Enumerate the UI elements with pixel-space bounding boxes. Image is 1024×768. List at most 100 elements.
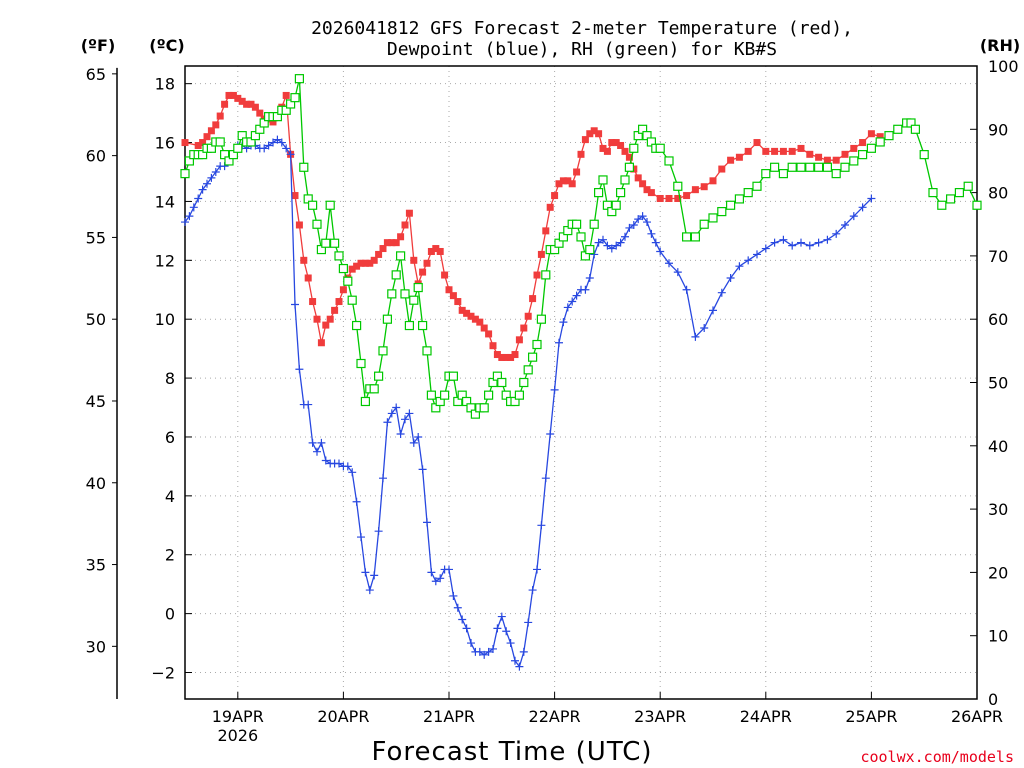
temperature-point <box>797 144 805 152</box>
rh-point <box>400 289 410 299</box>
dewpoint-point <box>453 603 462 612</box>
fahrenheit-tick-label: 65 <box>86 65 106 84</box>
temperature-point <box>718 165 726 173</box>
x-tick-label: 19APR <box>212 707 264 726</box>
rh-point <box>527 352 538 362</box>
dewpoint-point <box>348 468 357 477</box>
rh-point <box>387 289 397 299</box>
dewpoint-point <box>436 574 445 583</box>
temperature-point <box>339 286 347 294</box>
rh-point <box>849 156 859 166</box>
rh-point <box>611 200 621 210</box>
celsius-tick-label: −2 <box>151 664 175 683</box>
rh-tick-label: 70 <box>988 247 1008 266</box>
temperature-point <box>441 271 449 279</box>
rh-point <box>497 377 507 388</box>
rh-point <box>690 232 701 242</box>
temperature-point <box>806 150 814 158</box>
fahrenheit-tick-label: 50 <box>86 310 106 329</box>
x-tick-label: 25APR <box>845 707 897 726</box>
dewpoint-point <box>458 615 467 624</box>
dewpoint-point <box>308 438 317 447</box>
rh-point <box>787 162 797 172</box>
temperature-point <box>282 91 290 99</box>
rh-point <box>743 188 753 198</box>
fahrenheit-tick-label: 30 <box>86 637 106 656</box>
temperature-point <box>485 330 493 338</box>
dewpoint-point <box>770 238 779 247</box>
celsius-tick-label: 4 <box>165 487 175 506</box>
temperature-point <box>295 221 303 229</box>
fahrenheit-tick-label: 60 <box>86 147 106 166</box>
dewpoint-point <box>405 409 414 418</box>
dewpoint-point <box>519 647 528 656</box>
dewpoint-point <box>304 400 313 409</box>
fahrenheit-tick-label: 55 <box>86 228 106 247</box>
rh-point <box>972 200 982 210</box>
dewpoint-point <box>673 268 682 277</box>
dewpoint-point <box>493 624 502 633</box>
dewpoint-point <box>533 565 541 574</box>
dewpoint-point <box>753 250 761 259</box>
temperature-point <box>458 306 466 314</box>
temperature-point <box>762 147 770 155</box>
dewpoint-point <box>634 215 643 224</box>
rh-point <box>805 162 815 172</box>
rh-tick-label: 30 <box>988 500 1008 519</box>
temperature-point <box>867 130 875 138</box>
temperature-point <box>243 100 251 108</box>
temperature-point <box>617 141 625 149</box>
temperature-point <box>322 321 330 329</box>
temperature-point <box>744 147 752 155</box>
rh-point <box>699 219 709 229</box>
temperature-point <box>203 133 211 141</box>
rh-point <box>708 213 718 223</box>
credit-link[interactable]: coolwx.com/models <box>860 748 1014 766</box>
dewpoint-point <box>313 447 321 456</box>
dewpoint-point <box>264 141 273 150</box>
rh-point <box>866 143 877 153</box>
rh-point <box>356 358 366 369</box>
temperature-point <box>599 144 607 152</box>
temperature-point <box>291 192 299 200</box>
temperature-point <box>502 353 510 361</box>
dewpoint-point <box>207 173 216 182</box>
dewpoint-point <box>467 639 475 648</box>
fahrenheit-unit-label: (ºF) <box>81 36 116 55</box>
temperature-point <box>212 121 220 129</box>
temperature-point <box>331 306 339 314</box>
rh-point <box>440 390 450 400</box>
temperature-point <box>498 353 506 361</box>
temperature-point <box>419 268 427 276</box>
dewpoint-point <box>286 150 295 159</box>
dewpoint-point <box>585 273 594 282</box>
temperature-point <box>229 91 237 99</box>
dewpoint-point <box>779 235 788 244</box>
rh-point <box>396 251 406 261</box>
temperature-point <box>392 239 400 247</box>
temperature-point <box>850 144 858 152</box>
rh-point <box>910 124 921 134</box>
dewpoint-point <box>484 647 493 656</box>
temperature-point <box>388 239 396 247</box>
temperature-point <box>247 100 255 108</box>
temperature-point <box>581 136 589 144</box>
temperature-point <box>788 147 796 155</box>
dewpoint-point <box>572 291 581 300</box>
temperature-point <box>586 130 594 138</box>
temperature-point <box>683 192 691 200</box>
dewpoint-point <box>374 527 383 536</box>
dewpoint-point <box>189 203 198 212</box>
rh-point <box>369 384 379 394</box>
rh-point <box>532 339 542 350</box>
rh-point <box>778 169 789 179</box>
rh-point <box>290 93 300 103</box>
temperature-point <box>251 103 259 111</box>
rh-point <box>796 162 806 172</box>
dewpoint-point <box>709 306 717 315</box>
temperature-point <box>559 177 567 185</box>
rh-point <box>945 194 956 204</box>
temperature-point <box>216 112 224 120</box>
rh-point <box>576 232 586 242</box>
fahrenheit-tick-label: 45 <box>86 392 106 411</box>
